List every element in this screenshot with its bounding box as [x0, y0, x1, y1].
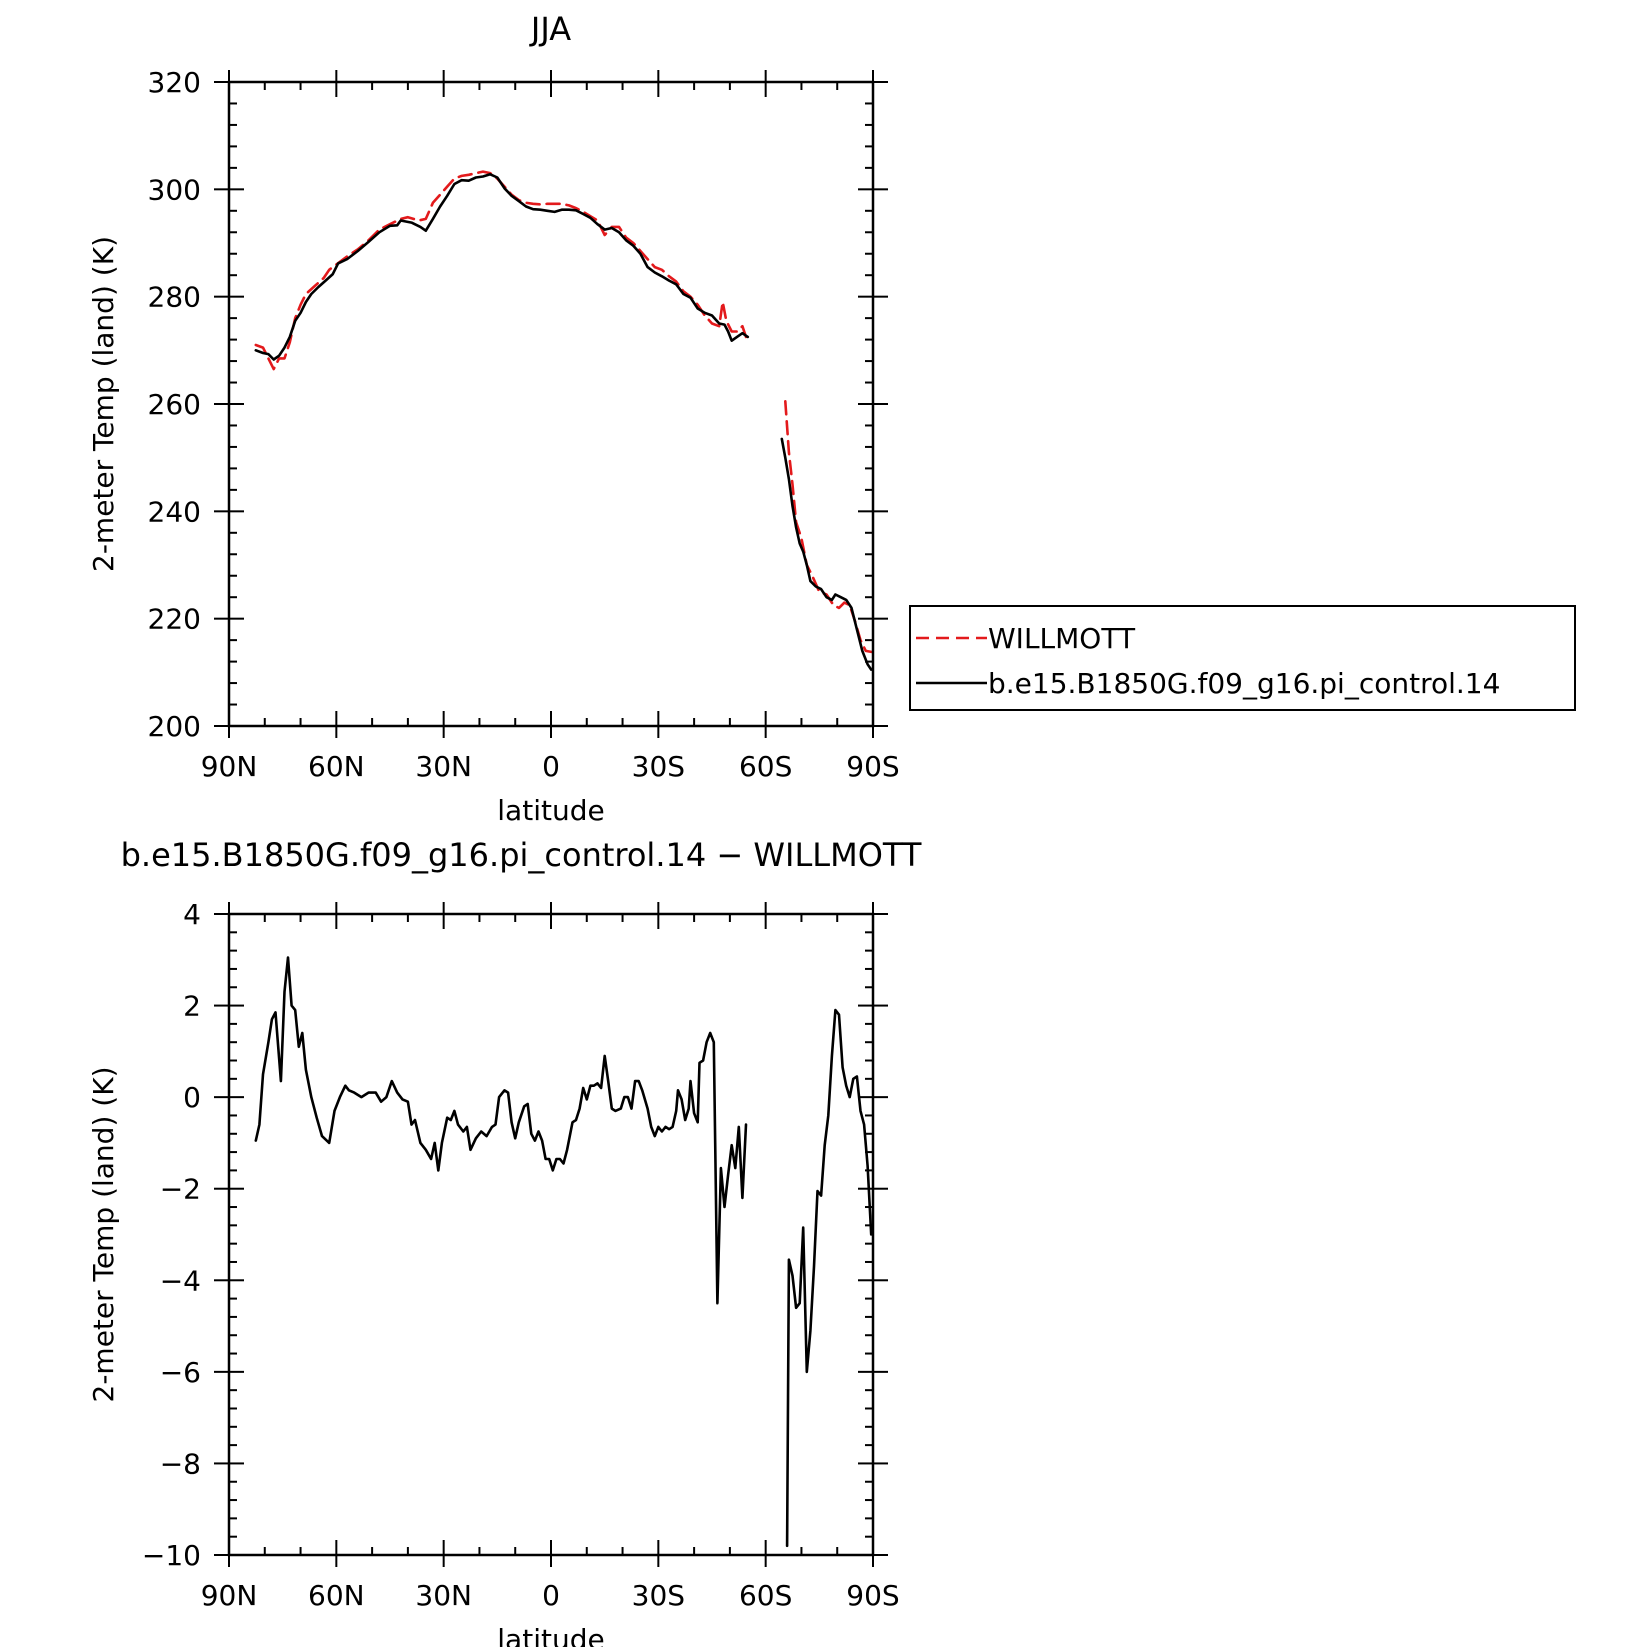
x-tick-label: 90N	[201, 750, 258, 783]
series-line-difference-segment-0	[254, 956, 748, 1305]
x-tick-label: 90N	[201, 1579, 258, 1612]
data-lines	[254, 956, 873, 1548]
x-tick-label: 60S	[739, 750, 792, 783]
y-tick-label: −4	[160, 1264, 201, 1297]
legend-label-model: b.e15.B1850G.f09_g16.pi_control.14	[988, 667, 1500, 700]
y-tick-label: −8	[160, 1447, 201, 1480]
series-line-difference-segment-1	[785, 1008, 873, 1548]
legend-label-willmott: WILLMOTT	[988, 622, 1136, 655]
series-line-model-segment-0	[254, 173, 750, 361]
x-tick-label: 90S	[846, 1579, 899, 1612]
x-tick-label: 60N	[308, 750, 365, 783]
y-tick-label: 4	[183, 898, 201, 931]
series-line-willmott-segment-1	[784, 400, 873, 654]
x-tick-label: 60S	[739, 1579, 792, 1612]
y-tick-label: −6	[160, 1356, 201, 1389]
x-axis-label: latitude	[497, 794, 604, 827]
y-tick-label: 320	[148, 66, 201, 99]
series-line-willmott-segment-0	[254, 170, 748, 371]
y-tick-label: 2	[183, 990, 201, 1023]
plot-frame	[227, 912, 875, 1557]
x-tick-label: 30S	[632, 1579, 685, 1612]
x-tick-label: 90S	[846, 750, 899, 783]
top-panel-jja: JJA 90N 60N 30N 0 30S 60S 90S 320 300 280 260 240 220…	[87, 10, 1576, 827]
y-tick-label: 200	[148, 710, 201, 743]
y-tick-label: −2	[160, 1173, 201, 1206]
legend: WILLMOTT b.e15.B1850G.f09_g16.pi_control.…	[909, 605, 1576, 711]
y-tick-label: 0	[183, 1081, 201, 1114]
y-tick-label: 220	[148, 603, 201, 636]
x-tick-label: 30N	[415, 750, 472, 783]
bottom-panel-difference: b.e15.B1850G.f09_g16.pi_control.14 − WIL…	[87, 836, 922, 1647]
legend-box	[909, 605, 1576, 711]
y-tick-label: 280	[148, 281, 201, 314]
series-line-model-segment-1	[780, 437, 873, 671]
data-lines	[254, 170, 873, 671]
plot-frame	[227, 80, 875, 728]
x-tick-label: 0	[542, 750, 560, 783]
x-tick-label: 30S	[632, 750, 685, 783]
y-tick-label: 240	[148, 495, 201, 528]
y-tick-label: 300	[148, 173, 201, 206]
y-tick-label: 260	[148, 388, 201, 421]
y-axis-label: 2-meter Temp (land) (K)	[87, 236, 120, 572]
x-tick-label: 30N	[415, 1579, 472, 1612]
y-tick-label: −10	[142, 1539, 201, 1572]
x-axis-label: latitude	[497, 1623, 604, 1647]
chart-title: JJA	[529, 10, 571, 48]
x-tick-label: 0	[542, 1579, 560, 1612]
chart-title: b.e15.B1850G.f09_g16.pi_control.14 − WIL…	[121, 836, 922, 874]
y-axis-label: 2-meter Temp (land) (K)	[87, 1067, 120, 1403]
x-tick-label: 60N	[308, 1579, 365, 1612]
